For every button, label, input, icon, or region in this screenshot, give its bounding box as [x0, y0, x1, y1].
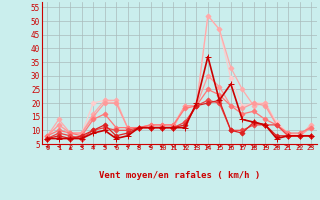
X-axis label: Vent moyen/en rafales ( km/h ): Vent moyen/en rafales ( km/h ): [99, 171, 260, 180]
